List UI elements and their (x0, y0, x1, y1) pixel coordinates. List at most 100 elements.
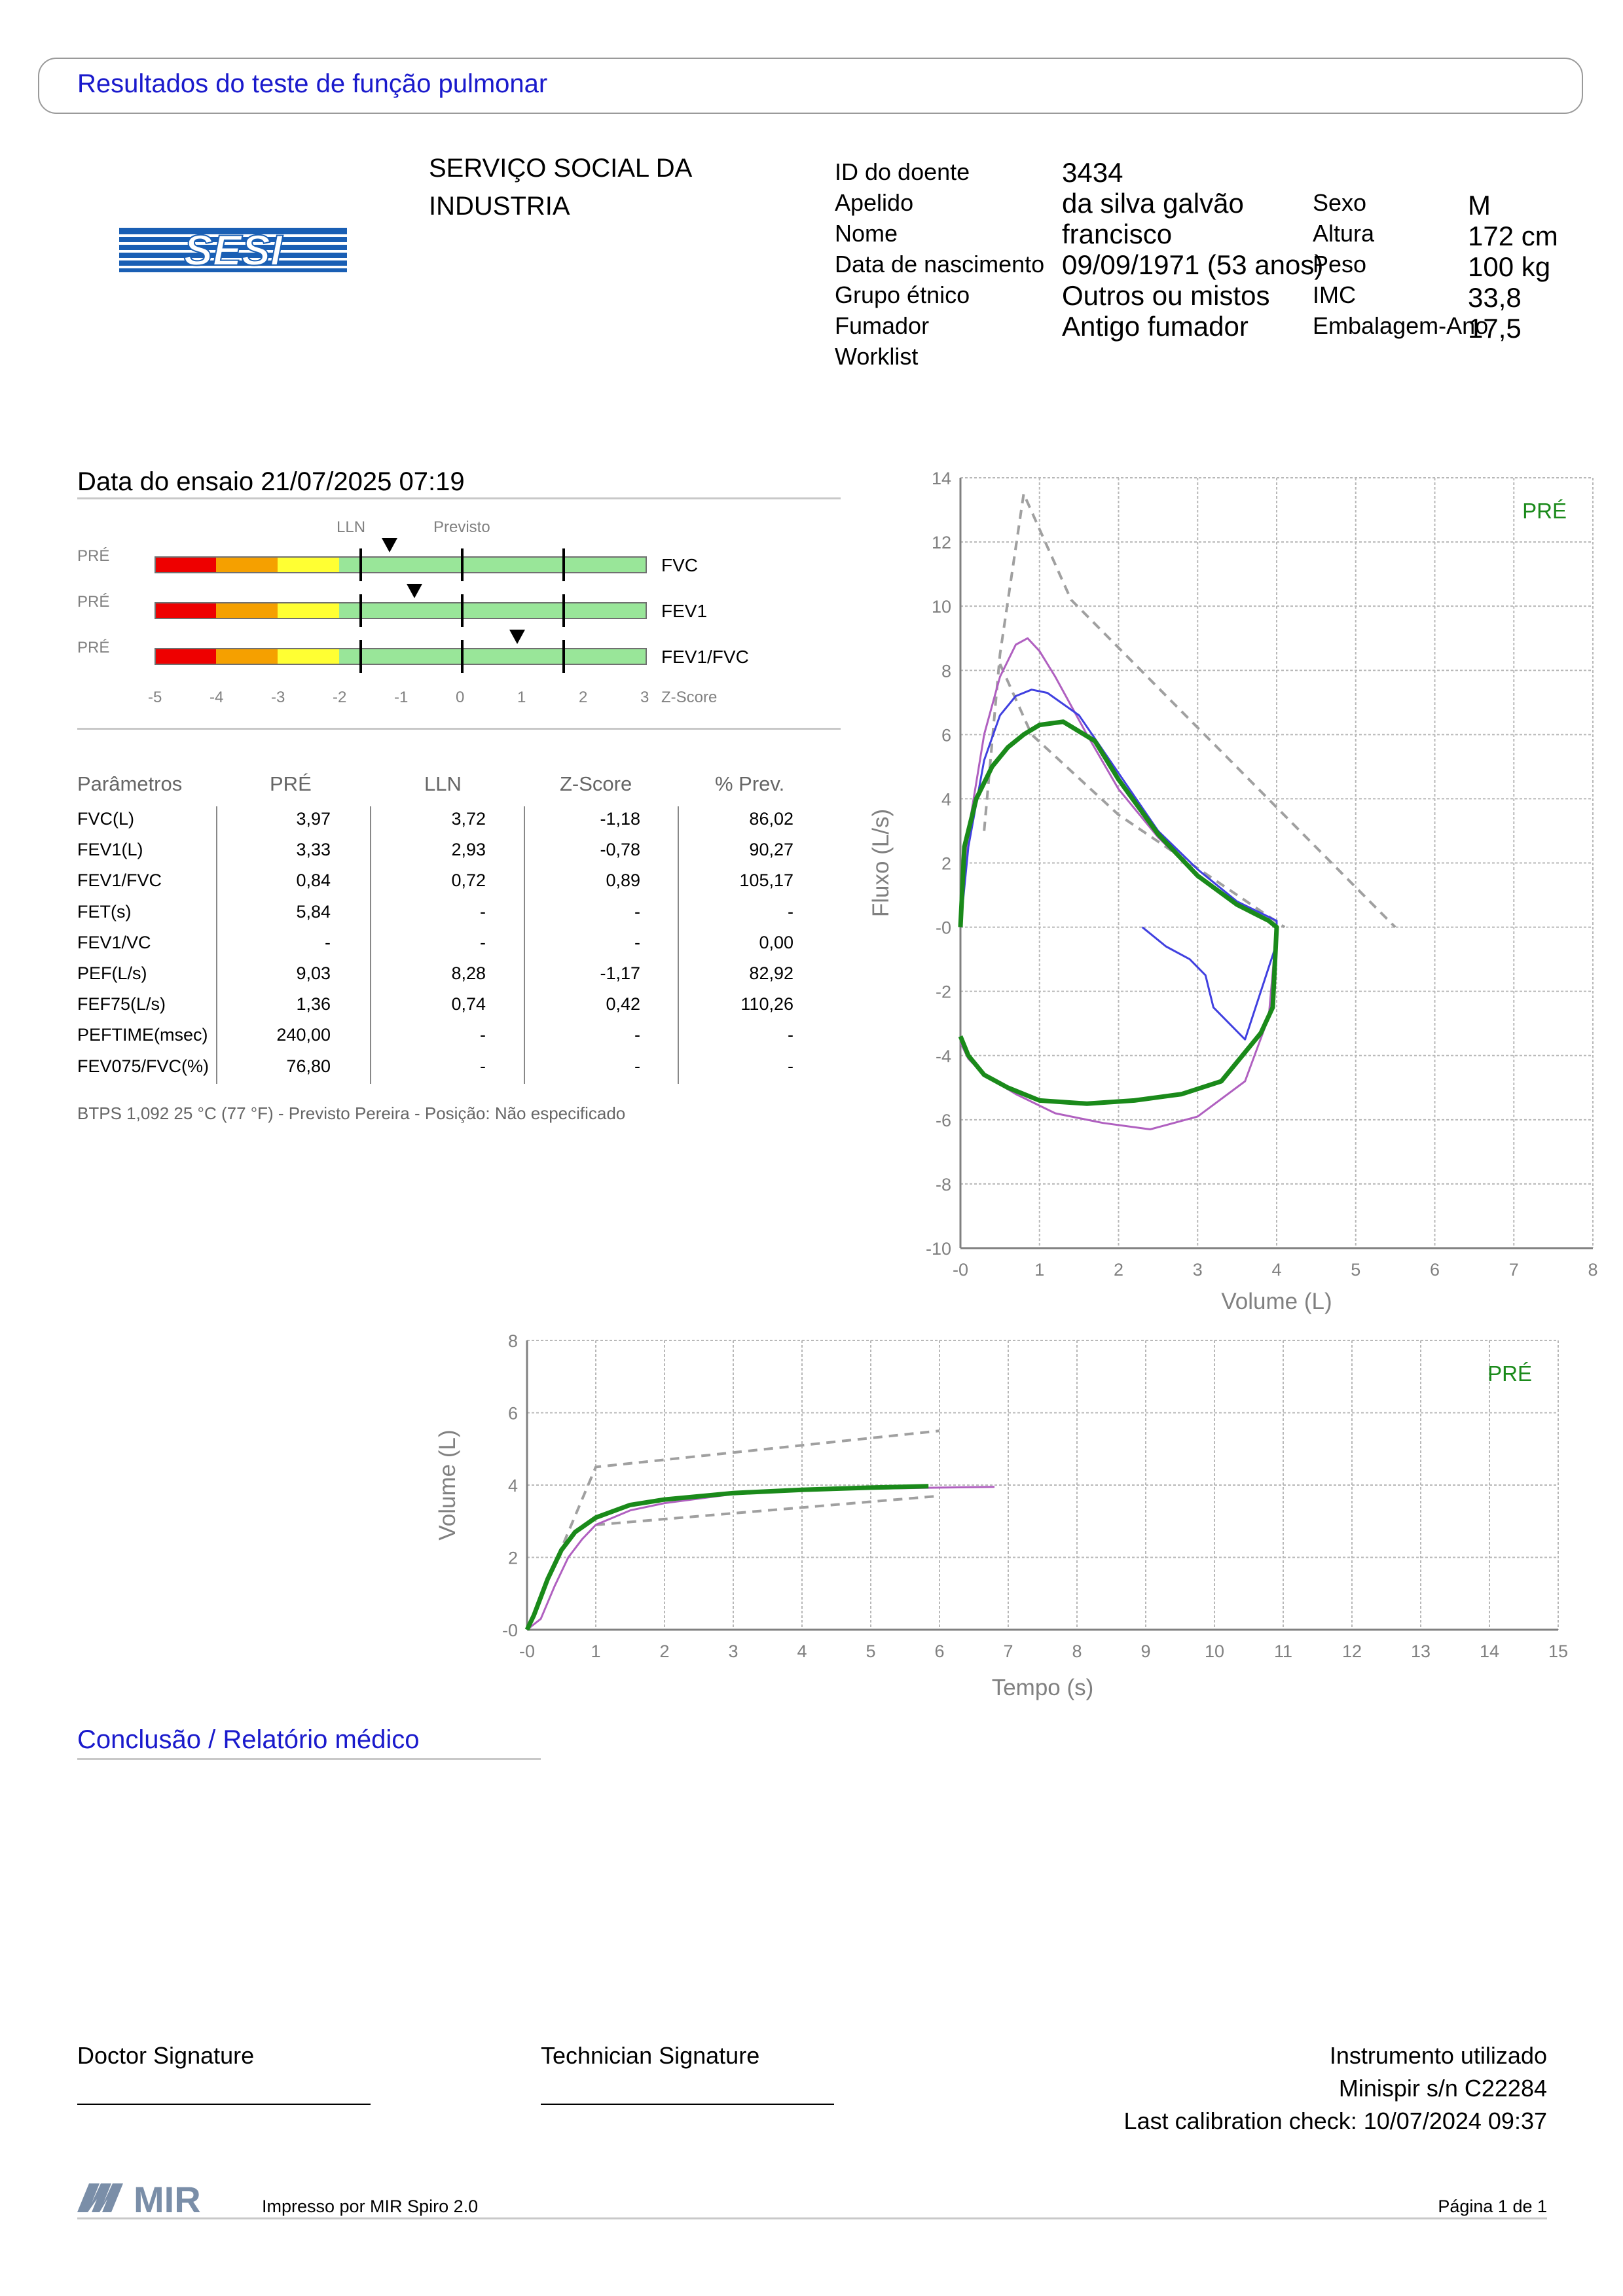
param-value: - (325, 932, 331, 952)
birthdate-value: 09/09/1971 (53 anos) (1062, 249, 1324, 280)
sex-label: Sexo (1313, 189, 1367, 216)
zscore-marker-line (562, 640, 565, 673)
first-name-value: francisco (1062, 219, 1173, 249)
param-value: 3,33 (296, 840, 331, 860)
y-tick-label: 4 (941, 789, 951, 809)
param-name: FEV1(L) (77, 840, 143, 860)
param-value: - (788, 1056, 793, 1076)
col-divider (524, 806, 525, 1084)
x-tick-label: 4 (1271, 1260, 1281, 1280)
x-tick-label: 6 (1430, 1260, 1440, 1280)
lln-label: LLN (337, 518, 366, 536)
param-value: 110,26 (740, 994, 793, 1014)
organization-line2: INDUSTRIA (429, 192, 570, 221)
conclusion-title: Conclusão / Relatório médico (77, 1725, 420, 1754)
zscore-zone (155, 648, 216, 665)
x-tick-label: 9 (1140, 1641, 1150, 1661)
zscore-tick-label: 1 (517, 689, 526, 706)
smoker-label: Fumador (835, 312, 930, 339)
param-name: FEV075/FVC(%) (77, 1056, 210, 1076)
y-tick-label: 10 (932, 597, 951, 617)
zscore-pointer (406, 584, 422, 598)
zscore-zone (216, 556, 278, 573)
y-tick-label: 2 (941, 854, 951, 874)
instrument-label: Instrumento utilizado (1329, 2042, 1547, 2069)
param-value: 240,00 (276, 1025, 331, 1045)
x-tick-label: 5 (866, 1641, 875, 1661)
zscore-track (155, 648, 647, 665)
col-header-params: Parâmetros (77, 772, 183, 795)
legend-label: PRÉ (1522, 499, 1567, 523)
divider (77, 728, 841, 730)
series-line (959, 689, 1278, 1041)
zscore-marker-line (562, 594, 565, 627)
x-tick-label: 8 (1072, 1641, 1082, 1661)
technician-signature-label: Technician Signature (541, 2042, 760, 2069)
param-value: - (480, 901, 486, 922)
y-tick-label: -2 (936, 982, 951, 1002)
x-tick-label: 2 (1114, 1260, 1123, 1280)
param-value: 86,02 (749, 809, 793, 829)
param-value: - (480, 1056, 486, 1076)
calibration-check: Last calibration check: 10/07/2024 09:37 (1123, 2108, 1547, 2134)
x-tick-label: 2 (659, 1641, 669, 1661)
zscore-marker-line (359, 548, 363, 581)
x-tick-label: 15 (1548, 1641, 1568, 1661)
param-value: - (788, 1025, 793, 1045)
col-divider (216, 806, 217, 1084)
param-name: FEV1/VC (77, 932, 151, 952)
weight-label: Peso (1313, 251, 1367, 278)
x-tick-label: -0 (953, 1260, 968, 1280)
predicted-label: Previsto (433, 518, 490, 536)
param-name: PEFTIME(msec) (77, 1025, 208, 1045)
param-name: FVC(L) (77, 809, 134, 829)
surname-value: da silva galvão (1062, 188, 1244, 219)
mir-logo: MIR (77, 2179, 201, 2216)
param-value: 2,93 (451, 840, 486, 860)
col-header-zscore: Z-Score (560, 772, 632, 795)
bmi-label: IMC (1313, 281, 1356, 308)
param-name: FEF75(L/s) (77, 994, 166, 1014)
ethnic-group-label: Grupo étnico (835, 281, 970, 308)
technician-signature-line (541, 2104, 834, 2105)
col-divider (678, 806, 679, 1084)
zscore-tick-label: -5 (148, 689, 162, 706)
sex-value: M (1468, 190, 1491, 221)
param-value: - (480, 932, 486, 952)
btps-note: BTPS 1,092 25 °C (77 °F) - Previsto Pere… (77, 1103, 626, 1123)
zscore-marker-line (359, 640, 363, 673)
zscore-track (155, 602, 647, 619)
col-header-prev: % Prev. (715, 772, 785, 795)
param-value: 0,42 (606, 994, 640, 1014)
param-value: 0,00 (759, 932, 793, 952)
conclusion-text-area[interactable] (77, 1767, 1547, 2016)
param-value: 3,72 (451, 809, 486, 829)
param-value: 9,03 (296, 963, 331, 983)
zscore-tick-label: 0 (456, 689, 465, 706)
zscore-marker-line (359, 594, 363, 627)
x-tick-label: 3 (728, 1641, 738, 1661)
flow-volume-chart: -0 1 2 3 4 5 6 7 8-10-8-6-4-2-02468101214PRÉVolu… (868, 469, 1598, 1314)
zscore-pointer (382, 538, 398, 552)
mir-logo-text: MIR (134, 2179, 201, 2216)
y-tick-label: 2 (508, 1549, 518, 1568)
zscore-marker-line (461, 640, 464, 673)
y-tick-label: 12 (932, 533, 951, 552)
zscore-zone (155, 602, 216, 619)
param-value: 90,27 (749, 840, 793, 860)
param-name: FEV1/FVC (77, 870, 162, 891)
zscore-tick-label: -4 (210, 689, 224, 706)
organization-name: SERVIÇO SOCIAL DA INDUSTRIA (429, 149, 692, 225)
worklist-label: Worklist (835, 343, 919, 370)
param-value: 0,89 (606, 870, 640, 891)
zscore-zone (339, 602, 647, 619)
x-tick-label: 4 (797, 1641, 807, 1661)
zrow-fev1-name: FEV1 (661, 601, 708, 621)
zscore-zone (278, 602, 339, 619)
printed-by: Impresso por MIR Spiro 2.0 (262, 2197, 479, 2216)
y-tick-label: -6 (936, 1111, 951, 1130)
legend-label: PRÉ (1487, 1361, 1532, 1386)
y-tick-label: 6 (941, 725, 951, 745)
zscore-tick-label: -1 (394, 689, 409, 706)
footer-divider (77, 2217, 1547, 2219)
